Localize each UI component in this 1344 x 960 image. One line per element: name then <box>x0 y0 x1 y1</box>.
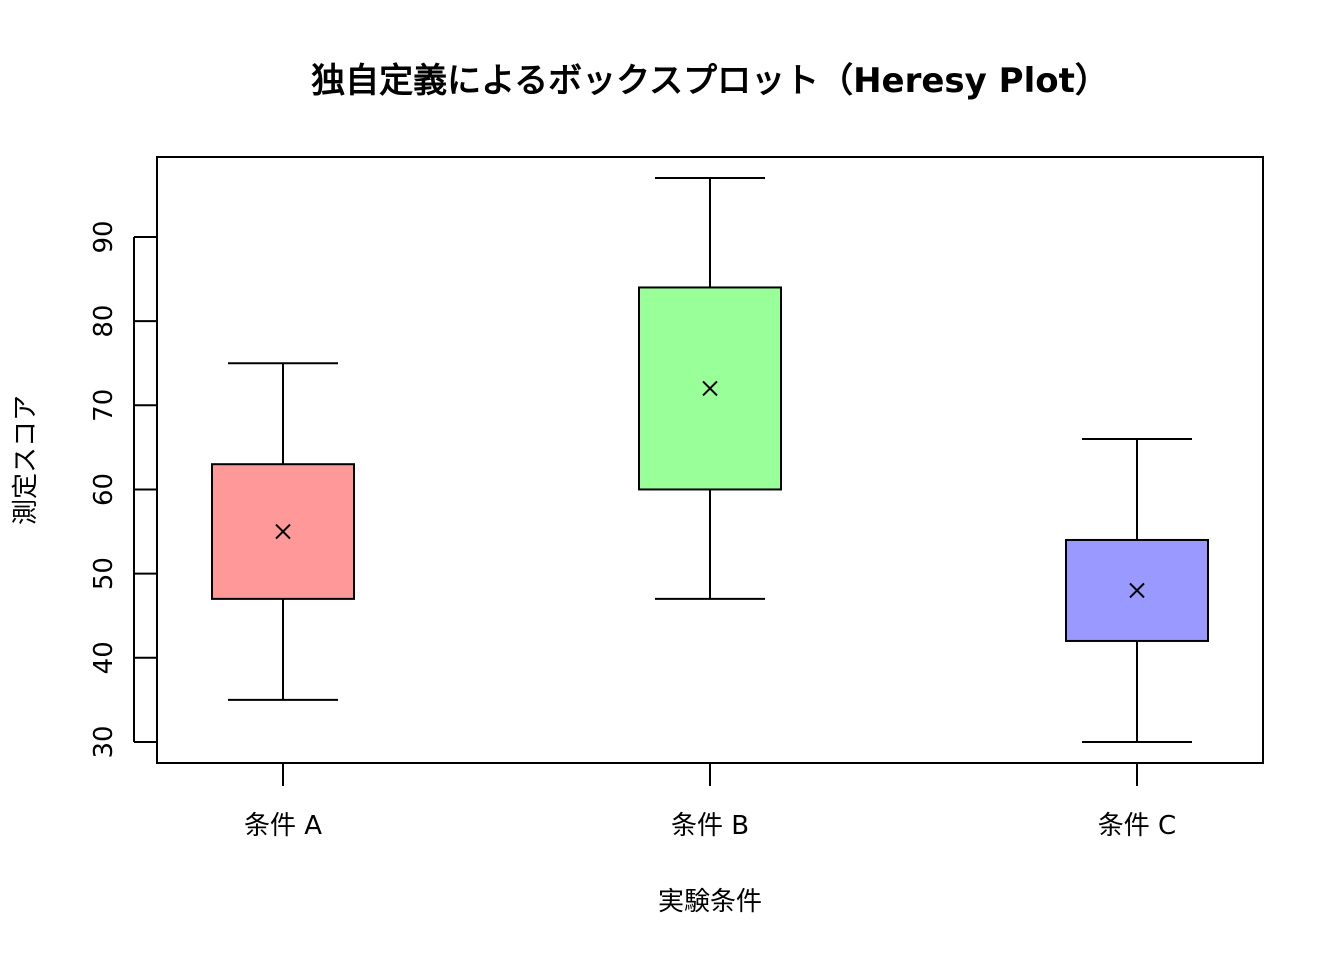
mean-marker-stroke <box>275 523 291 540</box>
mean-marker-stroke <box>702 380 718 397</box>
chart-title: 独自定義によるボックスプロット（Heresy Plot） <box>311 61 1109 101</box>
box-1 <box>211 362 355 701</box>
y-tick-label: 30 <box>89 725 119 758</box>
x-tick-label: 条件 C <box>1098 811 1176 841</box>
y-tick-label: 40 <box>89 641 119 674</box>
y-tick-label: 80 <box>89 305 119 338</box>
y-tick-label: 50 <box>89 557 119 590</box>
y-tick-label: 70 <box>89 389 119 422</box>
mean-marker <box>275 523 291 540</box>
x-axis: 条件 A 条件 B 条件 C <box>244 763 1176 841</box>
box-rect <box>1065 538 1209 642</box>
boxes-layer <box>211 177 1209 743</box>
y-tick-label: 90 <box>89 220 119 253</box>
box-2 <box>638 177 782 600</box>
y-axis-title: 測定スコア <box>11 395 41 525</box>
y-axis: 30 40 50 60 70 80 90 <box>89 220 157 759</box>
mean-marker <box>702 380 718 397</box>
mean-marker-stroke <box>1129 582 1145 599</box>
x-tick-label: 条件 B <box>671 811 749 841</box>
x-axis-title: 実験条件 <box>658 887 762 917</box>
x-tick-label: 条件 A <box>244 811 322 841</box>
y-tick-label: 60 <box>89 473 119 506</box>
mean-marker <box>1129 582 1145 599</box>
box-3 <box>1065 437 1209 743</box>
